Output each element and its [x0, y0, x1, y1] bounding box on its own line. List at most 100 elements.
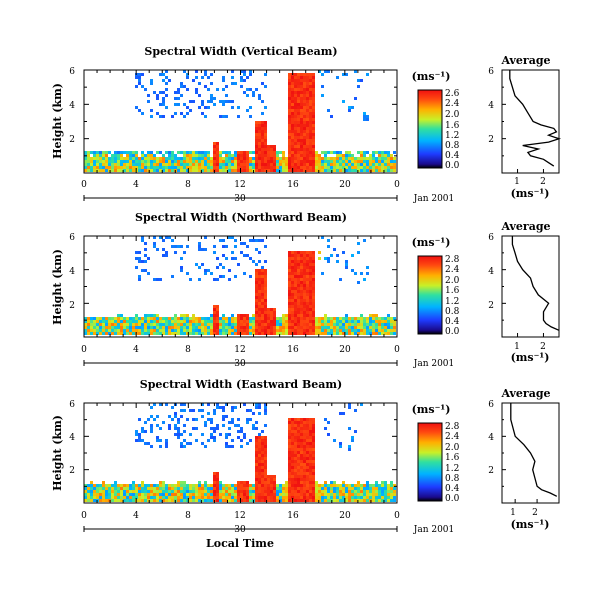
heatmap-cell — [195, 487, 198, 490]
heatmap-cell — [297, 82, 300, 85]
heatmap-cell — [90, 317, 93, 320]
heatmap-cell — [111, 317, 114, 320]
heatmap-cell — [306, 487, 309, 490]
heatmap-cell — [123, 329, 126, 332]
heatmap-cell — [159, 481, 162, 484]
heatmap-cell — [150, 109, 153, 112]
heatmap-cell — [273, 148, 276, 151]
heatmap-cell — [390, 499, 393, 502]
heatmap-cell — [315, 160, 318, 163]
heatmap-cell — [363, 118, 366, 121]
heatmap-cell — [291, 445, 294, 448]
heatmap-cell — [204, 421, 207, 424]
heatmap-cell — [90, 481, 93, 484]
heatmap-cell — [276, 490, 279, 493]
heatmap-cell — [288, 421, 291, 424]
heatmap-cell — [303, 115, 306, 118]
heatmap-cell — [366, 499, 369, 502]
heatmap-cell — [231, 484, 234, 487]
heatmap-cell — [336, 490, 339, 493]
heatmap-cell — [168, 490, 171, 493]
heatmap-cell — [306, 160, 309, 163]
heatmap-cell — [258, 154, 261, 157]
heatmap-cell — [288, 445, 291, 448]
heatmap-cell — [195, 76, 198, 79]
heatmap-cell — [195, 496, 198, 499]
heatmap-cell — [162, 166, 165, 169]
heatmap-cell — [234, 160, 237, 163]
heatmap-cell — [225, 160, 228, 163]
heatmap-cell — [204, 106, 207, 109]
heatmap-cell — [288, 460, 291, 463]
heatmap-cell — [291, 151, 294, 154]
heatmap-cell — [294, 124, 297, 127]
heatmap-cell — [84, 317, 87, 320]
heatmap-cell — [393, 332, 396, 335]
heatmap-cell — [216, 323, 219, 326]
heatmap-cell — [267, 169, 270, 172]
heatmap-cell — [306, 266, 309, 269]
heatmap-cell — [261, 469, 264, 472]
heatmap-cell — [297, 475, 300, 478]
heatmap-cell — [183, 329, 186, 332]
heatmap-cell — [240, 154, 243, 157]
colorbar-tick: 1.6 — [445, 286, 460, 296]
heatmap-cell — [291, 329, 294, 332]
heatmap-cell — [267, 332, 270, 335]
heatmap-cell — [177, 484, 180, 487]
heatmap-cell — [285, 332, 288, 335]
heatmap-cell — [264, 472, 267, 475]
heatmap-cell — [300, 257, 303, 260]
heatmap-cell — [114, 496, 117, 499]
heatmap-cell — [228, 278, 231, 281]
heatmap-cell — [174, 484, 177, 487]
heatmap-cell — [234, 490, 237, 493]
heatmap-cell — [126, 326, 129, 329]
heatmap-cell — [156, 314, 159, 317]
heatmap-cell — [324, 157, 327, 160]
y-axis-label: Height (km) — [51, 83, 64, 159]
heatmap-cell — [309, 76, 312, 79]
heatmap-cell — [291, 478, 294, 481]
heatmap-cell — [264, 460, 267, 463]
heatmap-cell — [336, 499, 339, 502]
heatmap-cell — [105, 326, 108, 329]
heatmap-cell — [309, 260, 312, 263]
heatmap-cell — [180, 433, 183, 436]
heatmap-cell — [297, 91, 300, 94]
heatmap-cell — [147, 418, 150, 421]
heatmap-cell — [279, 157, 282, 160]
heatmap-cell — [330, 157, 333, 160]
heatmap-cell — [225, 154, 228, 157]
heatmap-cell — [231, 160, 234, 163]
heatmap-cell — [180, 490, 183, 493]
heatmap-cell — [291, 484, 294, 487]
heatmap-cell — [300, 326, 303, 329]
heatmap-cell — [204, 248, 207, 251]
heatmap-cell — [252, 163, 255, 166]
heatmap-cell — [306, 481, 309, 484]
heatmap-cell — [129, 487, 132, 490]
heatmap-cell — [324, 329, 327, 332]
heatmap-cell — [258, 239, 261, 242]
heatmap-cell — [231, 257, 234, 260]
heatmap-cell — [294, 133, 297, 136]
heatmap-cell — [378, 493, 381, 496]
heatmap-cell — [303, 160, 306, 163]
heatmap-cell — [264, 290, 267, 293]
heatmap-cell — [219, 320, 222, 323]
heatmap-cell — [288, 487, 291, 490]
heatmap-cell — [276, 320, 279, 323]
heatmap-cell — [306, 100, 309, 103]
heatmap-cell — [309, 329, 312, 332]
heatmap-cell — [300, 454, 303, 457]
heatmap-cell — [162, 493, 165, 496]
heatmap-cell — [360, 79, 363, 82]
heatmap-cell — [315, 481, 318, 484]
heatmap-cell — [258, 484, 261, 487]
heatmap-cell — [258, 269, 261, 272]
heatmap-cell — [294, 317, 297, 320]
heatmap-cell — [204, 484, 207, 487]
heatmap-cell — [114, 163, 117, 166]
heatmap-cell — [393, 496, 396, 499]
